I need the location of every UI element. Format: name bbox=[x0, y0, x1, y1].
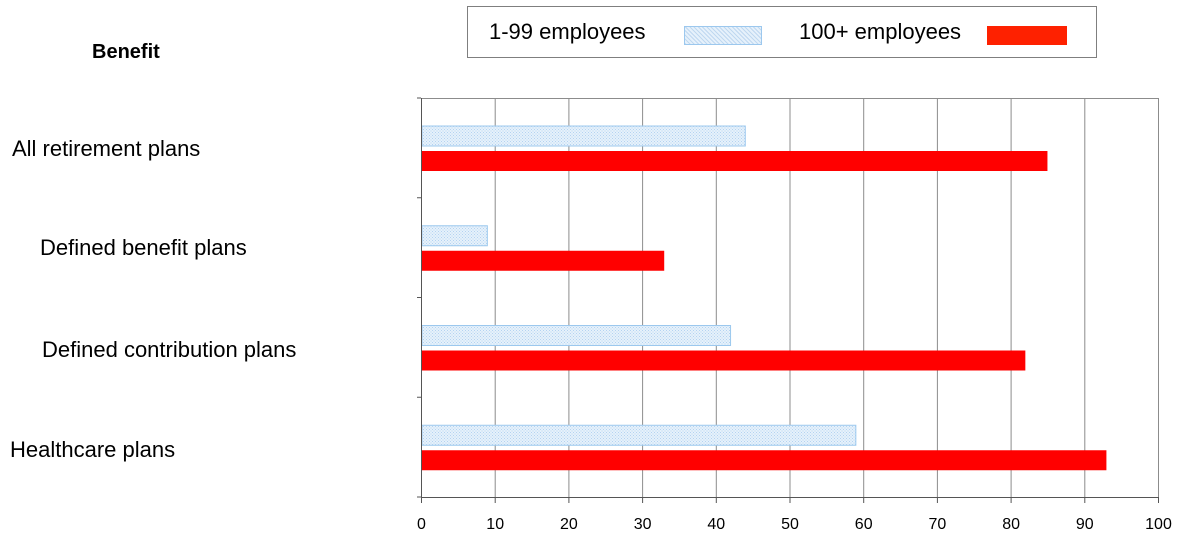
category-label-defined-benefit: Defined benefit plans bbox=[40, 235, 247, 260]
legend-label-large: 100+ employees bbox=[799, 19, 962, 44]
category-label-all-retirement: All retirement plans bbox=[12, 136, 201, 161]
bar-small-2 bbox=[421, 325, 732, 346]
bar-small-1 bbox=[421, 225, 488, 247]
x-tick-label-100: 100 bbox=[1145, 516, 1172, 533]
x-tick-label-80: 80 bbox=[1002, 516, 1020, 533]
legend-label-small: 1-99 employees bbox=[489, 19, 646, 44]
x-tick-label-90: 90 bbox=[1076, 516, 1094, 533]
x-tick-label-70: 70 bbox=[929, 516, 947, 533]
bar-small-0 bbox=[421, 125, 746, 147]
x-tick-label-60: 60 bbox=[855, 516, 873, 533]
bar-large-2 bbox=[422, 350, 1026, 371]
bar-small-3 bbox=[421, 424, 857, 446]
chart-legend: 1-99 employees 100+ employees bbox=[467, 6, 1097, 58]
bar-large-0 bbox=[422, 151, 1048, 171]
x-axis: 0 10 20 30 40 50 60 70 80 90 100 bbox=[417, 97, 1172, 533]
legend-swatch-small bbox=[684, 26, 762, 45]
category-label-defined-contribution: Defined contribution plans bbox=[42, 337, 297, 362]
bar-large-3 bbox=[422, 450, 1107, 471]
x-tick-label-30: 30 bbox=[634, 516, 652, 533]
x-tick-label-40: 40 bbox=[707, 516, 725, 533]
legend-swatch-large bbox=[987, 26, 1067, 45]
bar-large-1 bbox=[422, 250, 665, 271]
x-tick-label-10: 10 bbox=[486, 516, 504, 533]
benefit-header: Benefit bbox=[92, 41, 160, 63]
x-tick-label-20: 20 bbox=[560, 516, 578, 533]
x-tick-label-0: 0 bbox=[417, 516, 426, 533]
category-label-healthcare: Healthcare plans bbox=[10, 437, 176, 462]
bars bbox=[421, 125, 1107, 471]
x-tick-label-50: 50 bbox=[781, 516, 799, 533]
